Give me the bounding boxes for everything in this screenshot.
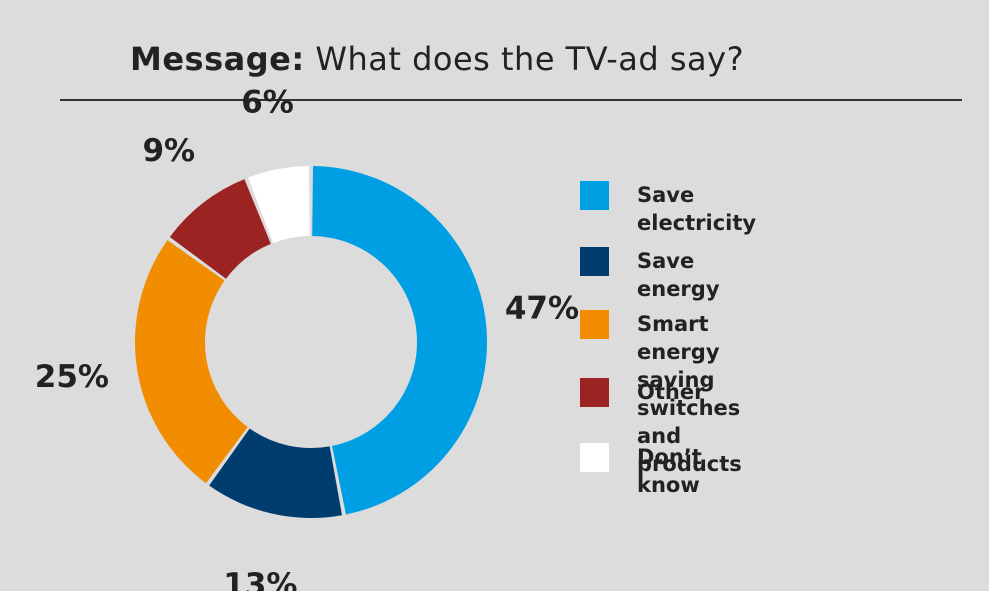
- legend-swatch: [580, 247, 609, 276]
- data-label-don-t-know: 6%: [241, 85, 294, 121]
- legend-swatch: [580, 310, 609, 339]
- donut-slice-smart-energy-saving-switches-and-products: [134, 240, 248, 484]
- legend-item-don-t-know: Don’t know: [580, 443, 702, 499]
- donut-slice-other: [169, 179, 271, 279]
- data-label-other: 9%: [142, 133, 195, 169]
- legend-swatch: [580, 181, 609, 210]
- legend-item-save-energy: Save energy: [580, 247, 720, 303]
- legend-label: Don’t know: [637, 445, 702, 497]
- chart-title-text: What does the TV-ad say?: [304, 40, 745, 78]
- legend-item-smart-energy-saving-switches-and-products: Smart energy saving switches and product…: [580, 310, 742, 478]
- legend-swatch: [580, 443, 609, 472]
- legend-label: Save electricity: [637, 183, 757, 235]
- chart-title: Message: What does the TV-ad say?: [130, 40, 744, 78]
- chart-title-bold: Message:: [130, 40, 305, 78]
- legend-label: Other: [637, 380, 705, 404]
- data-label-save-energy: 13%: [223, 567, 297, 591]
- legend-item-save-electricity: Save electricity: [580, 181, 756, 237]
- data-label-smart-energy-saving-switches-and-products: 25%: [35, 359, 109, 395]
- legend-item-other: Other: [580, 378, 704, 407]
- donut-slice-save-energy: [209, 428, 343, 518]
- legend-swatch: [580, 378, 609, 407]
- donut-slice-don-t-know: [248, 166, 310, 244]
- title-divider: [60, 99, 962, 101]
- data-label-save-electricity: 47%: [505, 291, 579, 327]
- legend-label: Save energy: [637, 249, 720, 301]
- donut-slice-save-electricity: [312, 166, 488, 515]
- legend-label: Smart energy saving switches and product…: [637, 312, 742, 476]
